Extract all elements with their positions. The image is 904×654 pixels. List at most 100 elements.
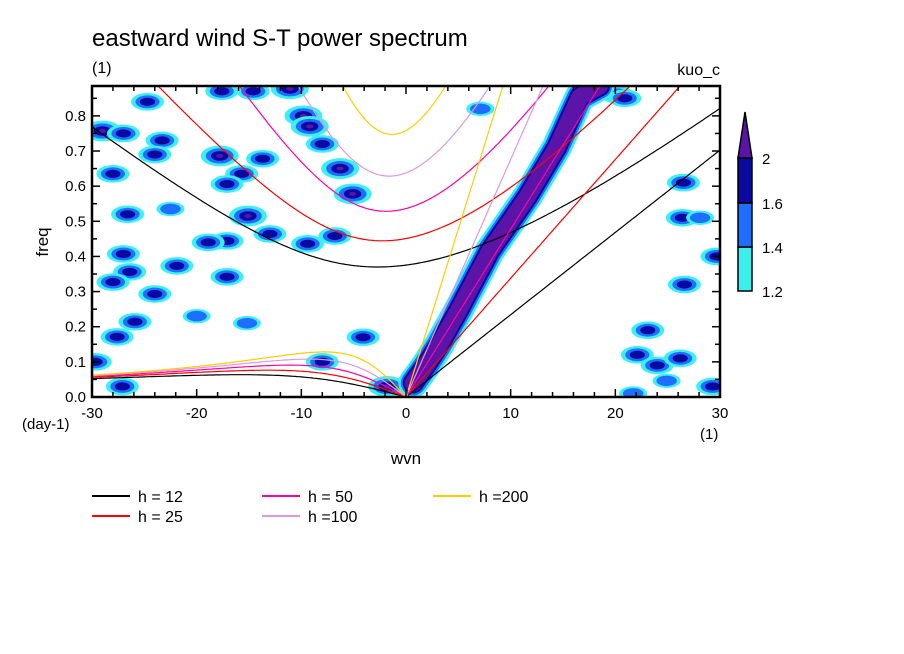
kelvin-curve-h25 — [407, 86, 681, 395]
subtitle-right: kuo_c — [677, 62, 720, 79]
contour-patch — [210, 175, 244, 193]
contour-patch — [156, 201, 185, 217]
er-curve-h100 — [92, 358, 407, 397]
contour-level-1.6 — [255, 154, 271, 163]
kelvin-curve-h100 — [407, 86, 544, 393]
colorbar-swatch-1.6 — [737, 157, 753, 204]
kelvin-curve-h200 — [407, 86, 504, 391]
contour-fill-layer — [92, 86, 720, 397]
legend-label: h = 25 — [138, 509, 183, 526]
contour-level-2 — [98, 129, 107, 133]
legend-label: h =100 — [308, 509, 357, 526]
contour-level-1.6 — [214, 87, 230, 96]
colorbar-label: 2 — [762, 151, 770, 168]
contour-level-1.6 — [147, 150, 163, 159]
legend-label: h = 12 — [138, 489, 183, 506]
ig-curve-h12 — [92, 107, 720, 268]
contour-level-1.6 — [705, 382, 720, 391]
x-axis-label: wvn — [390, 449, 421, 468]
contour-level-1.6 — [219, 272, 235, 281]
kelvin-curve-h50 — [407, 86, 601, 394]
er-curve-h50 — [92, 364, 407, 397]
contour-level-1.6 — [169, 261, 185, 270]
contour-level-1.6 — [115, 129, 131, 138]
dispersion-curve-layer — [92, 86, 720, 397]
contour-patch — [106, 245, 140, 263]
contour-patch — [105, 377, 139, 396]
contour-patch — [608, 89, 642, 108]
y-tick-label: 0.3 — [65, 284, 86, 301]
contour-patch — [160, 257, 194, 275]
contour-level-1.6 — [105, 278, 121, 287]
contour-level-1.6 — [674, 213, 690, 222]
contour-level-1.4 — [622, 388, 644, 397]
contour-level-1.6 — [219, 179, 235, 189]
y-tick-labels: 0.0 0.1 0.2 0.3 0.4 0.5 0.6 0.7 0.8 — [65, 108, 86, 406]
contour-level-1.6 — [109, 332, 125, 341]
ig-curve-h200 — [342, 86, 447, 135]
contour-patch — [667, 275, 701, 294]
contour-patch — [321, 158, 360, 179]
contour-patch — [346, 328, 380, 347]
contour-level-2 — [349, 191, 357, 196]
contour-level-1.6 — [200, 238, 216, 247]
er-curve-h25 — [92, 369, 407, 397]
contour-patch — [200, 145, 239, 167]
colorbar-label: 1.2 — [762, 284, 783, 301]
contour-level-1.6 — [355, 333, 371, 342]
contour-patch — [130, 93, 164, 111]
contour-patch — [318, 227, 352, 245]
contour-patch — [111, 205, 145, 224]
contour-patch — [305, 135, 339, 153]
contour-level-1.4 — [236, 317, 258, 329]
contour-level-1.6 — [300, 239, 316, 248]
contour-patch — [232, 316, 261, 331]
contour-patch — [291, 234, 325, 253]
contour-level-1.6 — [105, 169, 121, 178]
contour-patch — [138, 285, 172, 303]
contour-patch — [228, 205, 267, 227]
colorbar: 1.2 1.4 1.6 2 — [737, 111, 783, 301]
contour-level-2 — [306, 124, 314, 129]
y-tick-label: 0.4 — [65, 248, 86, 265]
legend: h = 12 h = 25 h = 50 h =100 h =200 — [92, 489, 528, 526]
contour-patch — [652, 373, 681, 389]
y-tick-label: 0.6 — [65, 178, 86, 195]
contour-level-1.6 — [119, 210, 136, 219]
plot-frame — [90, 84, 722, 399]
er-curve-h12 — [92, 374, 407, 397]
x-tick-label: 20 — [607, 405, 624, 422]
contour-level-1.6 — [127, 317, 143, 326]
contour-patch — [145, 131, 179, 150]
x-tick-label: -10 — [290, 405, 312, 422]
contour-patch — [210, 268, 244, 286]
contour-level-1.4 — [160, 203, 181, 215]
legend-item: h =100 — [262, 509, 357, 526]
legend-label: h =200 — [479, 489, 528, 506]
contour-level-1.6 — [139, 97, 156, 106]
contour-level-1.6 — [114, 382, 130, 391]
x-unit-label: (1) — [700, 426, 718, 443]
contour-patch — [113, 263, 147, 281]
ig-curve-h50 — [238, 86, 550, 212]
contour-level-1.6 — [629, 350, 645, 359]
chart-title: eastward wind S-T power spectrum — [92, 25, 468, 52]
x-tick-label: 0 — [402, 405, 410, 422]
er-curve-h200 — [92, 351, 407, 397]
contour-level-1.6 — [147, 289, 163, 299]
ig-curve-h100 — [297, 86, 491, 177]
contour-patch — [96, 165, 130, 183]
contour-level-2 — [286, 86, 294, 91]
ig-curve-h25 — [157, 86, 632, 242]
y-tick-label: 0.7 — [65, 143, 86, 160]
x-tick-label: -20 — [186, 405, 208, 422]
contour-patch — [466, 101, 495, 117]
contour-patch — [191, 233, 225, 252]
y-tick-label: 0.5 — [65, 213, 86, 230]
x-tick-label: 30 — [712, 405, 729, 422]
contour-patch — [100, 328, 134, 346]
contour-patch — [106, 124, 140, 143]
contour-patch — [631, 321, 665, 340]
contour-level-1.6 — [617, 94, 633, 103]
